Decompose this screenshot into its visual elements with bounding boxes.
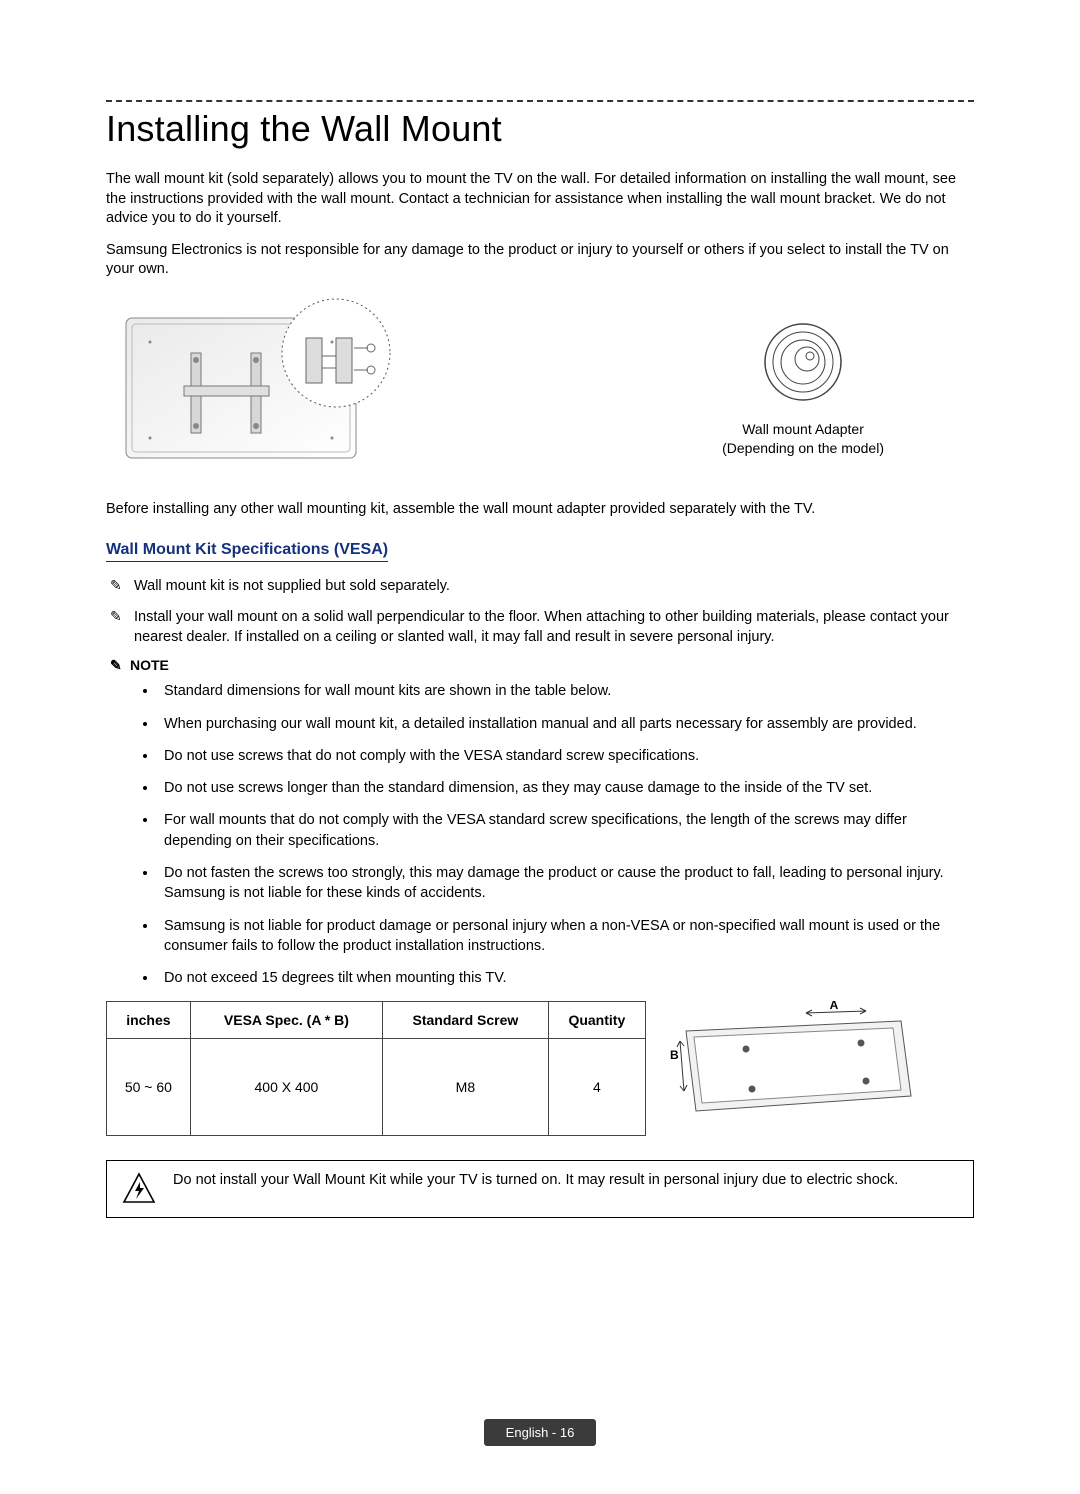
adapter-caption: Wall mount Adapter (Depending on the mod… bbox=[722, 420, 884, 458]
note-item: Do not fasten the screws too strongly, t… bbox=[158, 863, 974, 904]
spec-td: M8 bbox=[383, 1038, 549, 1135]
figure-row: Wall mount Adapter (Depending on the mod… bbox=[106, 298, 974, 478]
spec-th: inches bbox=[107, 1001, 191, 1038]
hand-item: Wall mount kit is not supplied but sold … bbox=[110, 576, 974, 596]
intro-paragraph-2: Samsung Electronics is not responsible f… bbox=[106, 241, 974, 280]
spec-td: 400 X 400 bbox=[190, 1038, 382, 1135]
sub-heading: Wall Mount Kit Specifications (VESA) bbox=[106, 541, 388, 562]
warning-box: Do not install your Wall Mount Kit while… bbox=[106, 1160, 974, 1218]
spec-th: Quantity bbox=[548, 1001, 645, 1038]
adapter-figure-block: Wall mount Adapter (Depending on the mod… bbox=[722, 317, 884, 458]
warning-text: Do not install your Wall Mount Kit while… bbox=[173, 1171, 898, 1191]
spec-td: 50 ~ 60 bbox=[107, 1038, 191, 1135]
spec-th: Standard Screw bbox=[383, 1001, 549, 1038]
spec-td: 4 bbox=[548, 1038, 645, 1135]
before-install-text: Before installing any other wall mountin… bbox=[106, 500, 974, 520]
tv-rear-figure bbox=[106, 298, 426, 478]
hand-item: Install your wall mount on a solid wall … bbox=[110, 607, 974, 648]
note-item: Standard dimensions for wall mount kits … bbox=[158, 681, 974, 701]
note-item: For wall mounts that do not comply with … bbox=[158, 810, 974, 851]
dim-label-b: B bbox=[670, 1048, 679, 1062]
adapter-caption-line2: (Depending on the model) bbox=[722, 440, 884, 456]
spec-th: VESA Spec. (A * B) bbox=[190, 1001, 382, 1038]
note-item: Samsung is not liable for product damage… bbox=[158, 916, 974, 957]
adapter-icon bbox=[758, 317, 848, 407]
note-item: Do not use screws longer than the standa… bbox=[158, 778, 974, 798]
adapter-caption-line1: Wall mount Adapter bbox=[742, 421, 864, 437]
note-item: When purchasing our wall mount kit, a de… bbox=[158, 714, 974, 734]
footer-page-label: English - 16 bbox=[484, 1419, 597, 1446]
note-item: Do not use screws that do not comply wit… bbox=[158, 746, 974, 766]
note-item: Do not exceed 15 degrees tilt when mount… bbox=[158, 968, 974, 988]
hand-pointer-list: Wall mount kit is not supplied but sold … bbox=[106, 576, 974, 647]
dashed-rule bbox=[106, 100, 974, 102]
spec-row: inches VESA Spec. (A * B) Standard Screw… bbox=[106, 1001, 974, 1136]
spec-table: inches VESA Spec. (A * B) Standard Screw… bbox=[106, 1001, 646, 1136]
page-footer: English - 16 bbox=[0, 1419, 1080, 1446]
dim-label-a: A bbox=[830, 1001, 839, 1012]
note-bullet-list: Standard dimensions for wall mount kits … bbox=[106, 681, 974, 988]
shock-warning-icon bbox=[121, 1171, 157, 1207]
intro-paragraph-1: The wall mount kit (sold separately) all… bbox=[106, 170, 974, 229]
page: Installing the Wall Mount The wall mount… bbox=[0, 0, 1080, 1494]
page-title: Installing the Wall Mount bbox=[106, 108, 974, 150]
note-label: NOTE bbox=[106, 657, 974, 673]
ab-dimension-diagram: A B bbox=[666, 1001, 916, 1121]
